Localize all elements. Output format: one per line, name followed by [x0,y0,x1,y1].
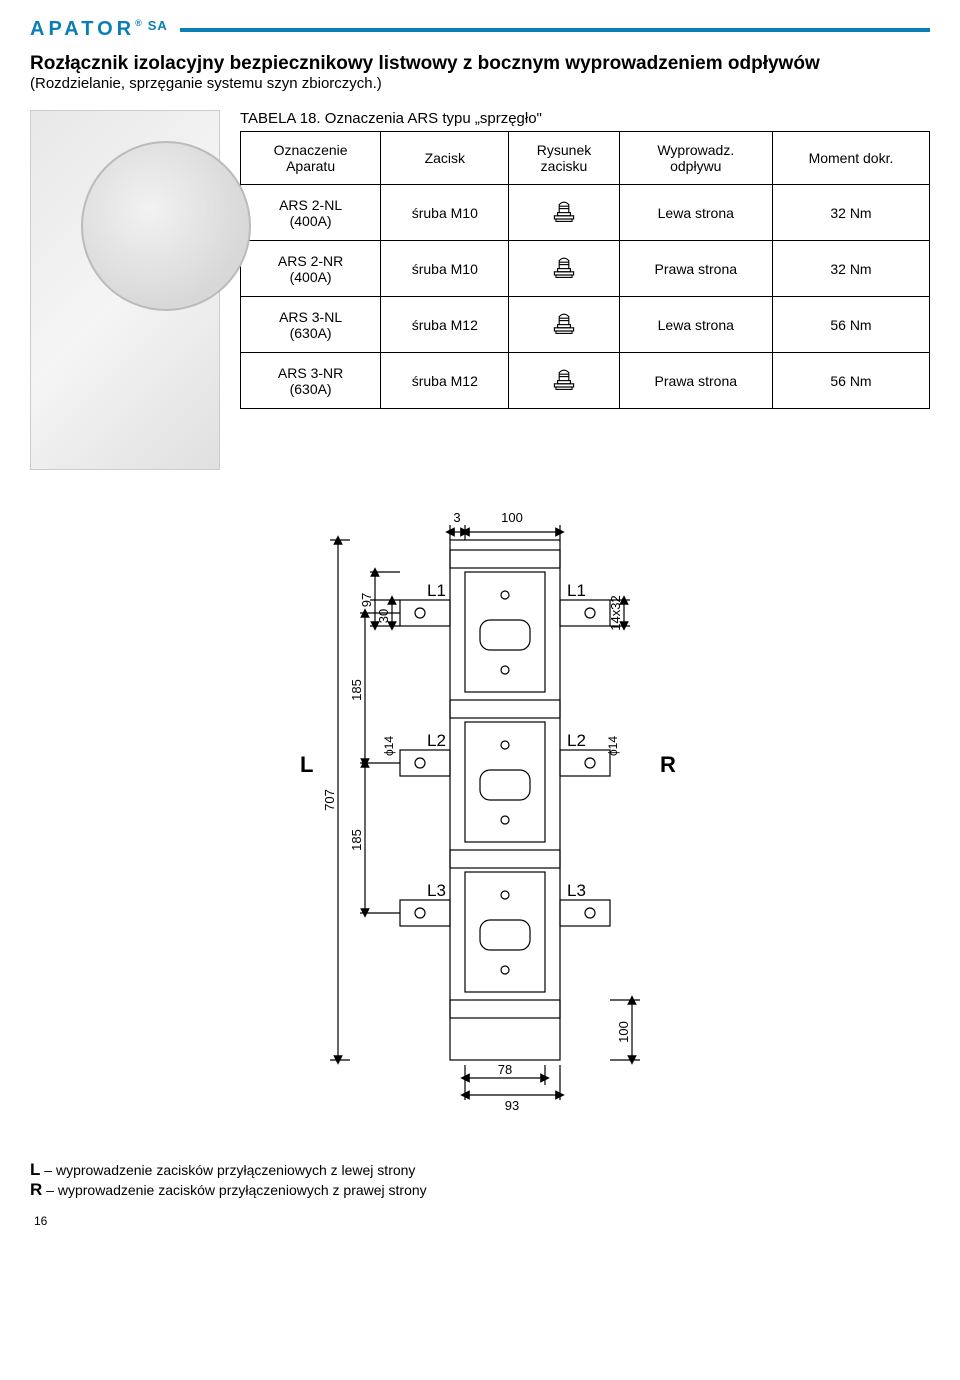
technical-diagram: 3 100 97 30 14x32 185 185 707 100 78 93 … [30,500,930,1140]
cell-side: Prawa strona [619,353,772,409]
page-subtitle: (Rozdzielanie, sprzęganie systemu szyn z… [30,75,930,92]
table-row: ARS 2-NL(400A)śruba M10 Lewa strona32 Nm [241,185,930,241]
cell-drawing [509,297,619,353]
cell-drawing [509,241,619,297]
cell-side: Lewa strona [619,297,772,353]
cell-clamp: śruba M10 [381,241,509,297]
cell-torque: 32 Nm [772,185,929,241]
label-l1r: L1 [567,581,586,600]
legend-r-text: – wyprowadzenie zacisków przyłączeniowyc… [42,1182,426,1198]
label-L: L [300,752,313,777]
legend-l-text: – wyprowadzenie zacisków przyłączeniowyc… [40,1162,415,1178]
cell-model: ARS 3-NL(630A) [241,297,381,353]
cell-model: ARS 2-NR(400A) [241,241,381,297]
legend: L – wyprowadzenie zacisków przyłączeniow… [30,1160,930,1200]
dim-185a: 185 [349,679,364,701]
th-torque: Moment dokr. [772,132,929,185]
table-row: ARS 2-NR(400A)śruba M10 Prawa strona32 Nm [241,241,930,297]
dim-707: 707 [322,789,337,811]
cell-model: ARS 3-NR(630A) [241,353,381,409]
brand-name: APATOR [30,18,135,41]
th-clamp: Zacisk [381,132,509,185]
table-row: ARS 3-NL(630A)śruba M12 Lewa strona56 Nm [241,297,930,353]
dim-14x32: 14x32 [608,595,623,630]
th-drawing: Rysunek zacisku [509,132,619,185]
th-output: Wyprowadz. odpływu [619,132,772,185]
brand-reg: ® [135,18,146,28]
dim-78: 78 [498,1062,512,1077]
table-caption-rest: Oznaczenia ARS typu „sprzęgło" [321,110,542,127]
cell-side: Lewa strona [619,185,772,241]
dim-97: 97 [359,593,374,607]
cell-drawing [509,185,619,241]
label-R: R [660,752,676,777]
header-rule [180,28,930,32]
brand-suffix: SA [148,18,168,33]
dim-93: 93 [505,1098,519,1113]
legend-r-key: R [30,1180,42,1199]
cell-drawing [509,353,619,409]
table-caption: TABELA 18. Oznaczenia ARS typu „sprzęgło… [240,110,930,127]
dim-30: 30 [376,609,391,623]
cell-clamp: śruba M12 [381,297,509,353]
cell-side: Prawa strona [619,241,772,297]
page-title: Rozłącznik izolacyjny bezpiecznikowy lis… [30,53,930,75]
dim-3: 3 [453,510,460,525]
legend-l-key: L [30,1160,40,1179]
table-row: ARS 3-NR(630A)śruba M12 Prawa strona56 Nm [241,353,930,409]
dim-185b: 185 [349,829,364,851]
cell-clamp: śruba M12 [381,353,509,409]
label-l3l: L3 [427,881,446,900]
dim-100: 100 [501,510,523,525]
dim-phi14r: ϕ14 [606,736,620,756]
table-header-row: Oznaczenie Aparatu Zacisk Rysunek zacisk… [241,132,930,185]
table-caption-prefix: TABELA 18. [240,110,321,127]
cell-torque: 32 Nm [772,241,929,297]
label-l2r: L2 [567,731,586,750]
dim-b100: 100 [616,1021,631,1043]
cell-torque: 56 Nm [772,353,929,409]
dim-phi14l: ϕ14 [382,736,396,756]
label-l3r: L3 [567,881,586,900]
spec-table: Oznaczenie Aparatu Zacisk Rysunek zacisk… [240,131,930,409]
cell-model: ARS 2-NL(400A) [241,185,381,241]
cell-torque: 56 Nm [772,297,929,353]
page-number: 16 [30,1214,930,1228]
th-model: Oznaczenie Aparatu [241,132,381,185]
brand-logo: APATOR ® SA [30,18,168,41]
cell-clamp: śruba M10 [381,185,509,241]
label-l2l: L2 [427,731,446,750]
header-bar: APATOR ® SA [30,0,930,47]
label-l1l: L1 [427,581,446,600]
product-photo [30,110,220,470]
